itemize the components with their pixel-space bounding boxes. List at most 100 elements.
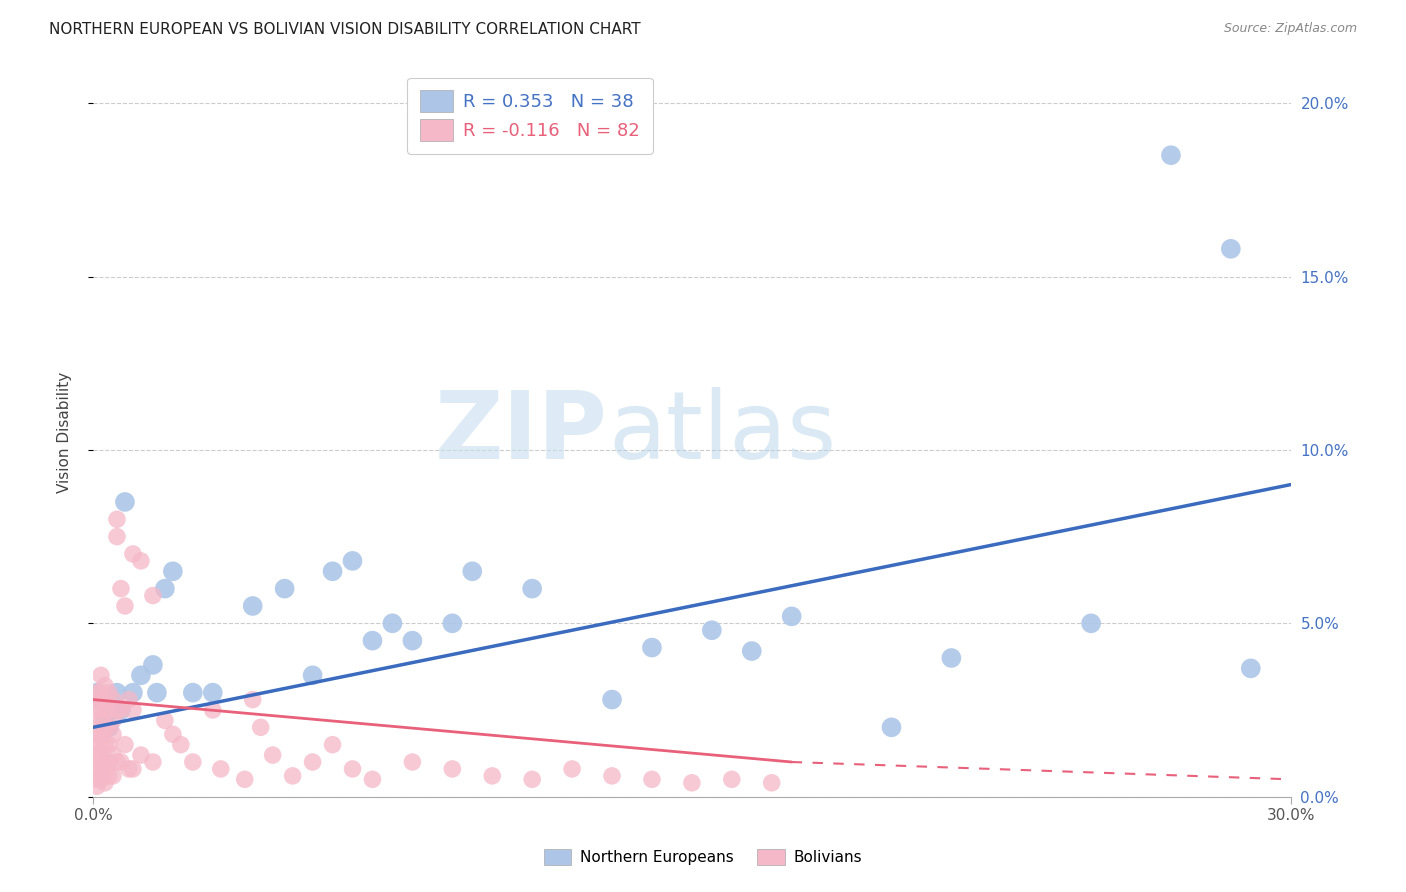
Point (700, 624, 723, 638)
Point (94, 714, 117, 728)
Point (122, 703, 145, 717)
Point (361, 772, 384, 787)
Point (209, 762, 232, 776)
Point (401, 755, 423, 769)
Point (94, 720, 117, 734)
Point (741, 644, 763, 658)
Point (880, 720, 903, 734)
Point (129, 747, 152, 762)
Point (481, 769, 503, 783)
Point (101, 714, 124, 728)
Point (114, 495, 136, 509)
Point (122, 686, 145, 700)
Point (342, 554, 364, 568)
Point (142, 589, 165, 603)
Point (101, 747, 124, 762)
Point (780, 609, 803, 624)
Point (201, 686, 224, 700)
Text: NORTHERN EUROPEAN VS BOLIVIAN VISION DISABILITY CORRELATION CHART: NORTHERN EUROPEAN VS BOLIVIAN VISION DIS… (49, 22, 641, 37)
Point (301, 668, 323, 682)
Point (322, 738, 344, 752)
Point (86, 738, 108, 752)
Point (90, 762, 112, 776)
Point (322, 564, 344, 578)
Text: Source: ZipAtlas.com: Source: ZipAtlas.com (1223, 22, 1357, 36)
Point (233, 772, 256, 787)
Point (114, 738, 136, 752)
Point (273, 582, 295, 596)
Point (441, 762, 464, 776)
Point (681, 776, 703, 790)
Point (86, 703, 108, 717)
Point (94, 692, 117, 706)
Point (110, 582, 132, 596)
Point (561, 762, 583, 776)
Point (600, 769, 623, 783)
Point (641, 772, 664, 787)
Point (101, 703, 124, 717)
Point (101, 727, 124, 741)
Point (201, 703, 224, 717)
Point (162, 564, 184, 578)
Point (90, 772, 112, 787)
Point (941, 651, 963, 665)
Point (281, 769, 304, 783)
Point (262, 747, 284, 762)
Point (122, 547, 145, 561)
Point (129, 668, 152, 682)
Point (90, 714, 112, 728)
Point (90, 668, 112, 682)
Point (1219, 242, 1241, 256)
Point (761, 776, 783, 790)
Text: atlas: atlas (607, 386, 837, 479)
Point (86, 686, 108, 700)
Point (86, 762, 108, 776)
Point (641, 640, 664, 655)
Point (110, 703, 132, 717)
Point (146, 686, 169, 700)
Point (86, 779, 108, 793)
Point (1080, 616, 1102, 631)
Point (522, 772, 544, 787)
Point (142, 755, 165, 769)
Point (441, 616, 464, 631)
Point (249, 720, 271, 734)
Point (90, 747, 112, 762)
Point (94, 755, 117, 769)
Point (118, 762, 141, 776)
Point (110, 755, 132, 769)
Point (142, 657, 165, 672)
Point (401, 633, 423, 648)
Point (118, 692, 141, 706)
Text: ZIP: ZIP (434, 386, 607, 479)
Point (98, 720, 121, 734)
Point (181, 755, 204, 769)
Y-axis label: Vision Disability: Vision Disability (58, 372, 72, 493)
Point (301, 755, 323, 769)
Point (122, 762, 145, 776)
Point (94, 738, 117, 752)
Point (153, 714, 176, 728)
Point (90, 686, 112, 700)
Point (105, 530, 128, 544)
Point (129, 554, 152, 568)
Point (105, 686, 128, 700)
Point (86, 755, 108, 769)
Point (86, 686, 108, 700)
Point (94, 679, 117, 693)
Point (461, 564, 484, 578)
Point (86, 720, 108, 734)
Point (94, 765, 117, 780)
Point (98, 703, 121, 717)
Legend: Northern Europeans, Bolivians: Northern Europeans, Bolivians (537, 843, 869, 871)
Point (90, 703, 112, 717)
Point (98, 720, 121, 734)
Point (1240, 661, 1263, 675)
Point (86, 727, 108, 741)
Point (98, 755, 121, 769)
Legend: R = 0.353   N = 38, R = -0.116   N = 82: R = 0.353 N = 38, R = -0.116 N = 82 (408, 78, 652, 154)
Point (720, 772, 742, 787)
Point (342, 762, 364, 776)
Point (153, 582, 176, 596)
Point (242, 599, 264, 613)
